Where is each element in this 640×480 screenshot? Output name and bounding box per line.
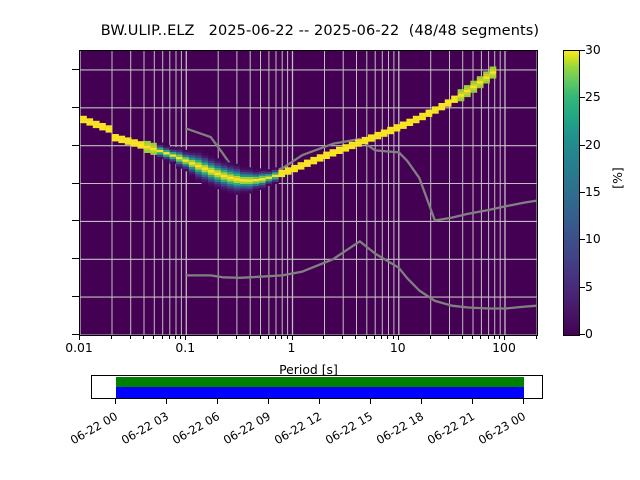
x-tick-label: 1 [287,340,296,355]
x-tick-mark [129,336,131,339]
x-tick-label: 10 [389,340,406,355]
timeline-tick-mark [115,399,116,404]
timeline-tick-mark [319,399,320,404]
colorbar-tick-label: 30 [585,42,601,57]
colorbar-tick-label: 10 [585,231,601,247]
x-tick-mark [480,336,482,339]
x-tick-mark [323,336,325,339]
x-tick-mark [235,336,237,339]
y-tick-mark [72,68,79,70]
x-tick-mark [259,336,261,339]
x-tick-mark [472,336,474,339]
timeline-data-bar [116,377,524,387]
colorbar-tick-label: 20 [585,136,601,152]
timeline-tick-label: 06-22 21 [424,409,477,448]
x-tick-mark [153,336,155,339]
y-tick-mark [72,106,79,108]
timeline-tick-label: 06-22 03 [118,409,171,448]
x-tick-mark [429,336,431,339]
colorbar-tick-label: 25 [585,89,601,105]
colorbar-tick-mark [580,286,585,288]
x-tick-mark [397,336,399,340]
timeline-box[interactable] [91,375,543,399]
timeline-tick-label: 06-22 18 [373,409,426,448]
colorbar-tick-mark [580,334,585,335]
timeline-tick-mark [166,399,167,404]
timeline-psd-bar [116,387,524,398]
colorbar-tick-label: 15 [585,184,601,199]
timeline-tick-label: 06-22 12 [271,409,324,448]
colorbar-tick-mark [580,192,585,193]
timeline-tick-label: 06-22 06 [169,409,222,448]
x-tick-mark [448,336,450,339]
timeline-tick-mark [523,399,524,404]
x-axis-label: Period [s] [279,362,338,377]
ppsd-canvas [80,51,537,335]
colorbar-tick-label: 5 [585,278,593,294]
y-tick-mark [72,334,79,335]
colorbar-tick-mark [580,144,585,146]
y-tick-mark [72,258,79,260]
x-tick-mark [79,336,80,340]
x-tick-mark [504,336,505,340]
colorbar-tick-mark [580,50,585,51]
x-tick-mark [217,336,219,339]
colorbar-label: [%] [610,167,625,189]
x-tick-mark [355,336,357,339]
gridlines [80,51,537,335]
x-tick-mark [142,336,144,339]
x-tick-mark [365,336,367,339]
x-tick-mark [267,336,269,339]
y-tick-mark [72,220,79,222]
timeline-tick-label: 06-22 00 [67,409,120,448]
colorbar-tick-mark [580,239,585,241]
x-tick-mark [536,336,537,339]
x-tick-mark [374,336,376,339]
x-tick-mark [286,336,288,339]
colorbar [563,50,580,336]
x-tick-mark [392,336,394,339]
x-tick-mark [180,336,182,339]
y-tick-mark [72,144,79,146]
x-tick-mark [185,336,187,340]
timeline-tick-label: 06-22 09 [220,409,273,448]
page-title: BW.ULIP..ELZ 2025-06-22 -- 2025-06-22 (4… [100,23,540,39]
x-tick-mark [281,336,283,339]
x-tick-mark [275,336,277,339]
timeline-tick-label: 06-22 15 [322,409,375,448]
timeline-tick-mark [421,399,422,404]
ppsd-plot-area[interactable] [79,50,538,336]
x-tick-label: 100 [492,340,516,355]
nlnm-curve [185,240,537,310]
x-tick-mark [291,336,293,340]
x-tick-mark [174,336,176,339]
x-tick-mark [249,336,251,339]
colorbar-tick-label: 0 [585,326,593,341]
y-tick-mark [72,182,79,184]
x-tick-mark [168,336,170,339]
x-tick-mark [161,336,163,339]
x-tick-mark [493,336,495,339]
x-tick-mark [499,336,501,339]
timeline-tick-label: 06-23 00 [475,409,528,448]
ppsd-density-cells [80,66,497,195]
timeline-tick-mark [370,399,371,404]
x-tick-mark [342,336,344,339]
x-tick-mark [381,336,383,339]
x-tick-label: 0.01 [65,340,93,355]
colorbar-tick-mark [580,97,585,99]
x-tick-mark [387,336,389,339]
timeline-tick-mark [268,399,269,404]
y-tick-mark [72,296,79,298]
timeline-tick-mark [472,399,473,404]
x-tick-mark [487,336,489,339]
x-tick-label: 0.1 [175,340,196,355]
timeline-tick-mark [217,399,218,404]
x-tick-mark [110,336,112,339]
x-tick-mark [461,336,463,339]
